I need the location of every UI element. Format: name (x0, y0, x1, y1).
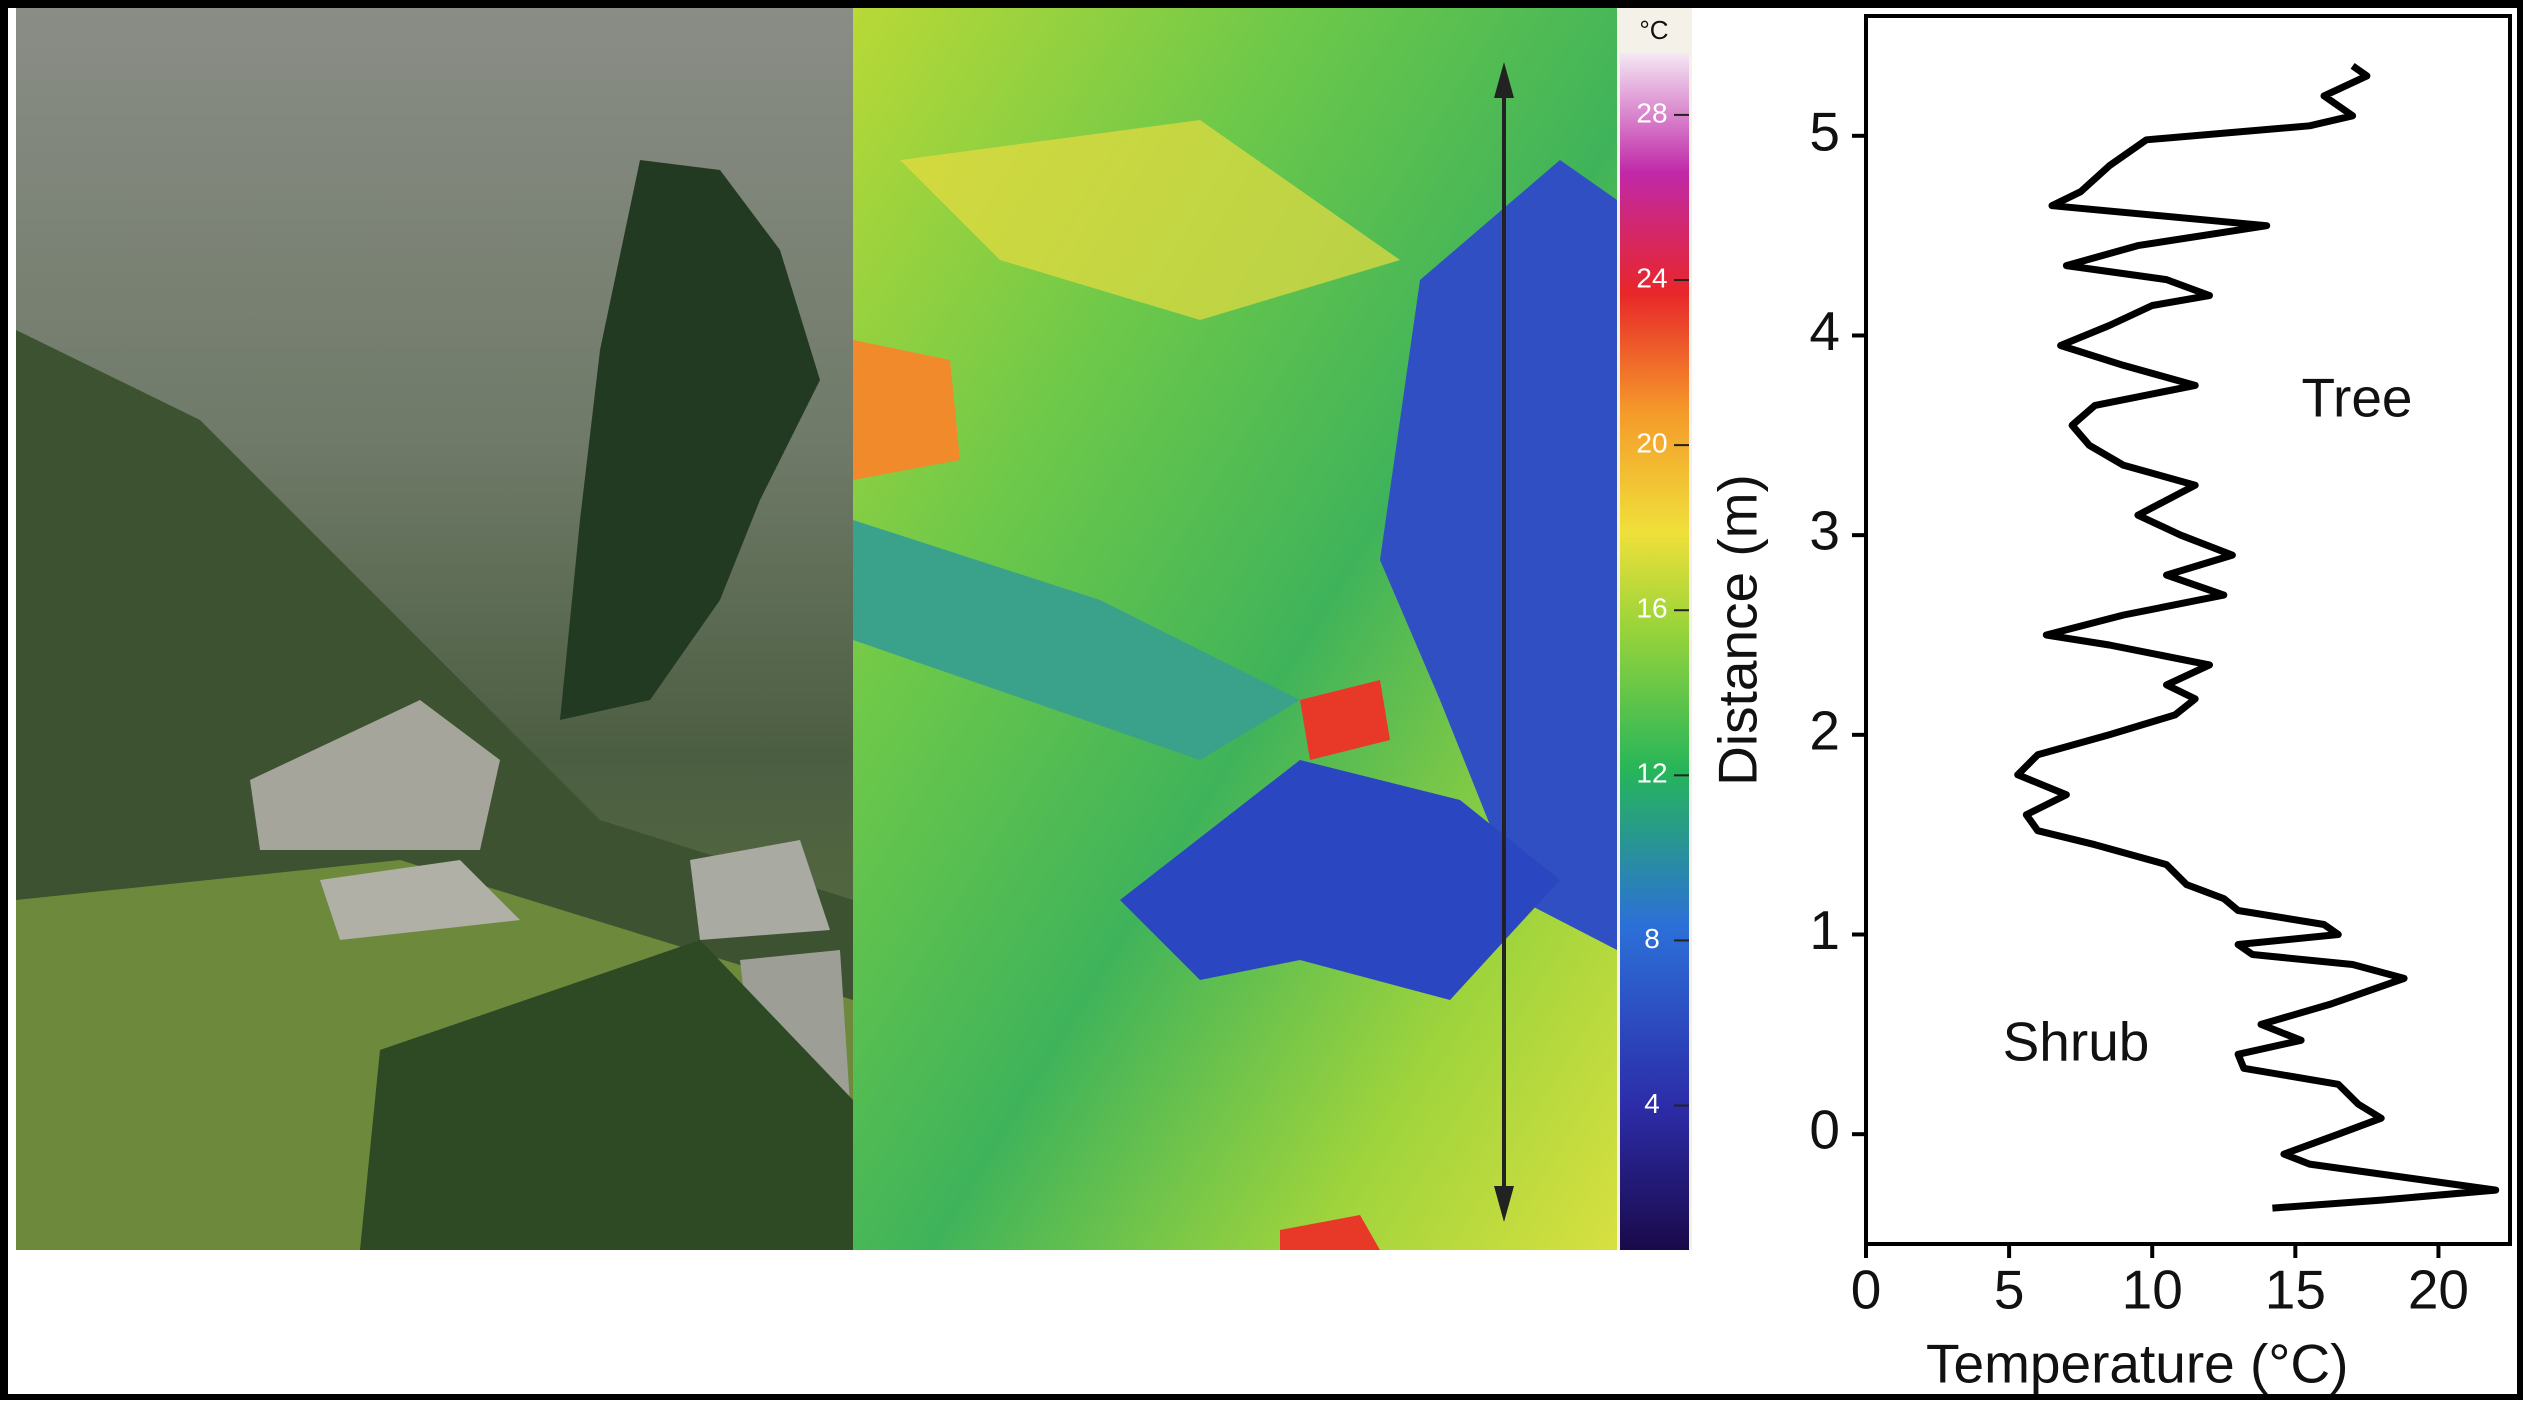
y-tick-label: 1 (1809, 899, 1840, 961)
colorbar-tick-label: 12 (1636, 758, 1667, 789)
x-tick-label: 5 (1994, 1259, 2025, 1321)
thermal-image (853, 8, 1617, 1250)
figure: °C Temperature (°C) Distance (m) 0510152… (0, 0, 2523, 1400)
colorbar (1620, 53, 1689, 1250)
y-axis-title: Distance (m) (1707, 474, 1769, 786)
colorbar-tick-label: 8 (1644, 923, 1660, 954)
x-tick-label: 0 (1851, 1259, 1882, 1321)
colorbar-tick-label: 4 (1644, 1088, 1660, 1119)
y-tick-label: 0 (1809, 1099, 1840, 1161)
annotation: Tree (2301, 367, 2412, 429)
x-tick-label: 20 (2408, 1259, 2469, 1321)
colorbar-title: °C (1639, 15, 1668, 45)
photo (16, 8, 853, 1250)
colorbar-tick-label: 24 (1636, 262, 1667, 293)
y-tick-label: 4 (1809, 300, 1840, 362)
x-axis-title: Temperature (°C) (1926, 1333, 2348, 1395)
y-tick-label: 3 (1809, 500, 1840, 562)
y-tick-label: 5 (1809, 100, 1840, 162)
annotation: Shrub (2003, 1011, 2150, 1073)
colorbar-tick-label: 20 (1636, 428, 1667, 459)
x-tick-label: 15 (2265, 1259, 2326, 1321)
colorbar-tick-label: 16 (1636, 593, 1667, 624)
colorbar-tick-label: 28 (1636, 97, 1667, 128)
y-tick-label: 2 (1809, 699, 1840, 761)
x-tick-label: 10 (2122, 1259, 2183, 1321)
